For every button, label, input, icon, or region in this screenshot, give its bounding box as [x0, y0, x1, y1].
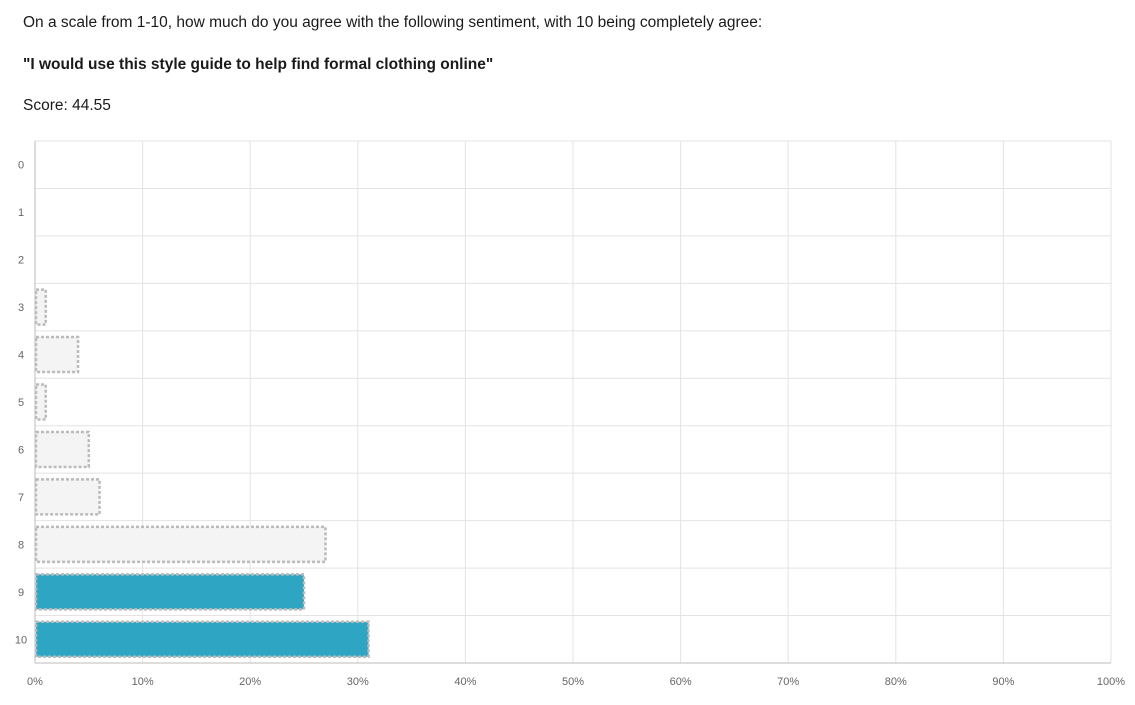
x-tick-label: 40% — [454, 676, 476, 688]
question-text: On a scale from 1-10, how much do you ag… — [23, 14, 763, 31]
x-tick-label: 100% — [1097, 676, 1125, 688]
bar — [34, 525, 327, 564]
x-tick-label: 20% — [239, 676, 261, 688]
y-tick-label: 9 — [18, 587, 24, 599]
x-tick-label: 50% — [562, 676, 584, 688]
y-tick-label: 5 — [18, 397, 24, 409]
x-tick-label: 30% — [347, 676, 369, 688]
sentiment-statement: "I would use this style guide to help fi… — [23, 56, 494, 73]
y-tick-label: 1 — [18, 207, 24, 219]
bar — [34, 383, 48, 421]
x-tick-label: 90% — [992, 676, 1014, 688]
y-tick-label: 3 — [18, 302, 24, 314]
y-tick-label: 4 — [18, 350, 24, 362]
score-label: Score: — [23, 97, 68, 114]
y-tick-label: 0 — [18, 160, 24, 172]
x-tick-label: 10% — [132, 676, 154, 688]
bar — [34, 573, 306, 611]
bar — [34, 335, 80, 374]
bar — [34, 478, 101, 516]
bar — [34, 620, 370, 659]
bar — [34, 430, 91, 469]
x-tick-label: 70% — [777, 676, 799, 688]
bar-layer — [34, 288, 370, 659]
score-line: Score: 44.55 — [23, 97, 111, 115]
y-tick-label: 8 — [18, 539, 24, 551]
x-tick-label: 80% — [885, 676, 907, 688]
axis-layer: 0% 10% 20% 30% 40% 50% 60% 70% 80% 90% 100% 0 1 2 3 4 5 6… — [15, 141, 1125, 688]
y-tick-label: 6 — [18, 444, 24, 456]
y-tick-label: 10 — [15, 634, 27, 646]
x-tick-label: 60% — [670, 676, 692, 688]
x-tick-label: 0% — [27, 676, 43, 688]
score-value: 44.55 — [72, 97, 111, 114]
y-tick-label: 2 — [18, 255, 24, 267]
bar — [34, 288, 48, 326]
y-tick-label: 7 — [18, 492, 24, 504]
